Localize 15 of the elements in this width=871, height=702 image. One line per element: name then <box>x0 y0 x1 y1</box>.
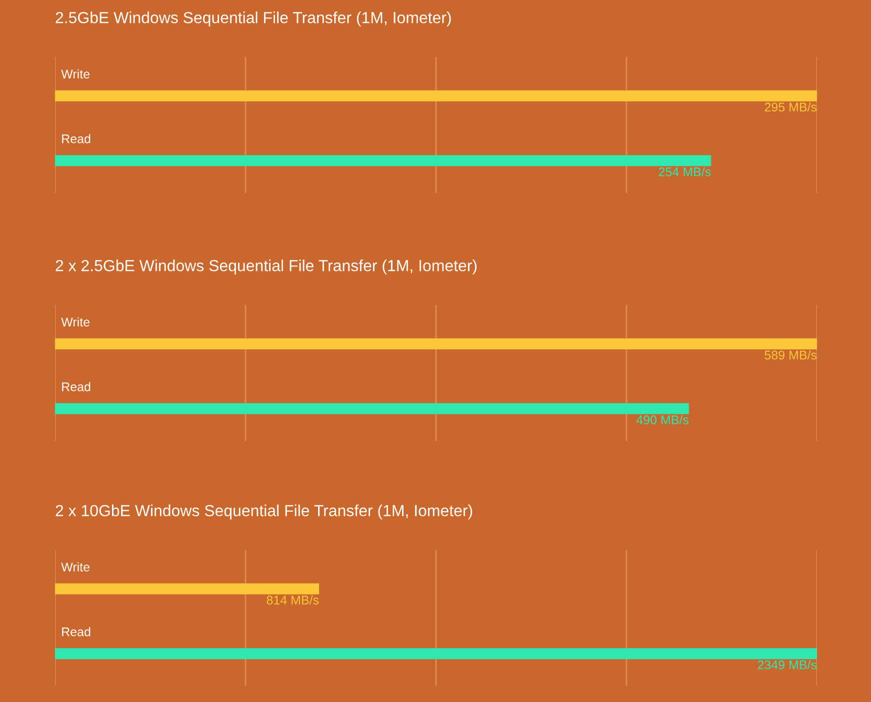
data-label: 814 MB/s <box>266 595 319 605</box>
data-label: 589 MB/s <box>764 350 817 360</box>
y-tick-label: Read <box>62 382 90 392</box>
data-label: 2349 MB/s <box>758 660 817 670</box>
y-tick-label: Read <box>62 627 90 636</box>
data-label: 254 MB/s <box>658 167 711 176</box>
chart-title: 2.5GbE Windows Sequential File Transfer (1M, Iometer) <box>56 12 451 26</box>
y-tick-label: Write <box>61 317 90 326</box>
y-tick-label: Write <box>61 69 90 78</box>
chart-title: 2 x 2.5GbE Windows Sequential File Transfer (1M, Iometer) <box>56 260 477 274</box>
chart-title: 2 x 10GbE Windows Sequential File Transfer (1M, Iometer) <box>56 504 472 520</box>
y-tick-label: Read <box>62 134 90 144</box>
data-label: 295 MB/s <box>764 102 817 112</box>
y-tick-label: Write <box>61 562 90 572</box>
data-label: 490 MB/s <box>636 415 688 424</box>
